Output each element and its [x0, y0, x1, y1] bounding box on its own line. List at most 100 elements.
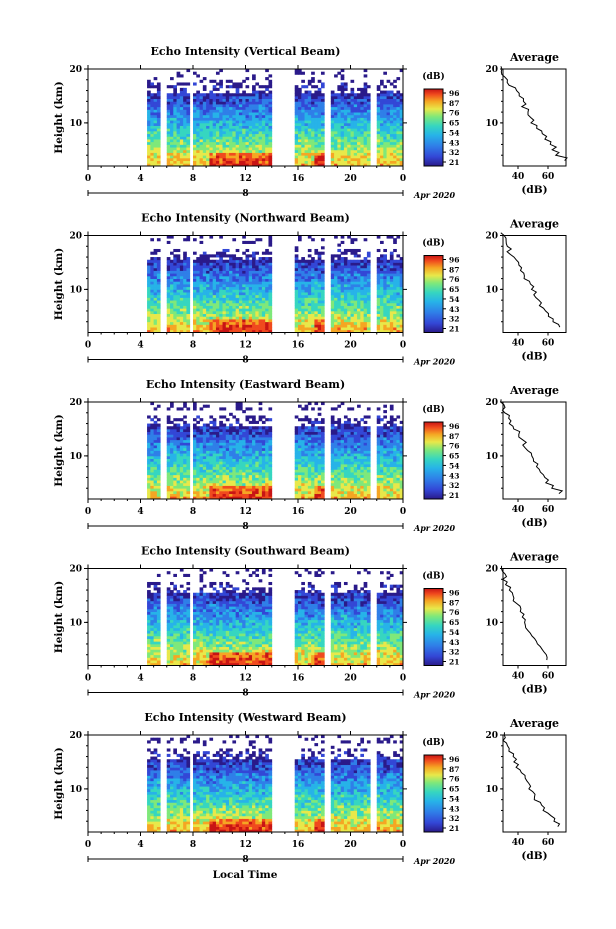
heatmap-cell — [265, 109, 269, 113]
heatmap-cell — [245, 95, 250, 100]
heatmap-cell — [229, 122, 233, 126]
heatmap-cell — [147, 490, 151, 495]
heatmap-cell — [245, 434, 250, 438]
heatmap-cell — [366, 125, 371, 129]
heatmap-cell — [150, 302, 155, 306]
heatmap-cell — [261, 415, 266, 419]
heatmap-cell — [301, 95, 305, 100]
heatmap-cell — [222, 128, 227, 132]
heatmap-cell — [232, 316, 237, 320]
heatmap-cell — [252, 428, 256, 433]
heatmap-cell — [360, 327, 365, 331]
heatmap-cell — [252, 95, 256, 100]
heatmap-cell — [222, 439, 227, 443]
heatmap-cell — [396, 292, 401, 296]
heatmap-cell — [393, 160, 397, 164]
heatmap-cell — [229, 157, 233, 162]
heatmap-cell — [311, 308, 315, 312]
heatmap-cell — [173, 152, 177, 156]
heatmap-cell — [258, 262, 263, 266]
heatmap-cell — [225, 327, 230, 331]
heatmap-cell — [357, 93, 361, 97]
heatmap-cell — [193, 284, 197, 288]
heatmap-cell — [235, 329, 240, 333]
heatmap-cell — [389, 157, 394, 162]
heatmap-cell — [396, 235, 401, 239]
heatmap-cell — [242, 488, 246, 492]
heatmap-cell — [232, 302, 237, 306]
heatmap-cell — [156, 485, 161, 489]
heatmap-cell — [330, 302, 335, 306]
heatmap-cell — [255, 472, 260, 476]
heatmap-cell — [294, 122, 299, 126]
heatmap-cell — [150, 310, 155, 315]
heatmap-cell — [343, 262, 348, 266]
heatmap-cell — [229, 133, 233, 137]
heatmap-cell — [261, 133, 266, 137]
heatmap-cell — [219, 458, 223, 462]
heatmap-cell — [317, 163, 322, 167]
heatmap-cell — [258, 109, 263, 113]
heatmap-cell — [347, 139, 351, 143]
heatmap-cell — [376, 122, 381, 126]
heatmap-cell — [248, 95, 253, 100]
heatmap-cell — [265, 141, 269, 145]
heatmap-cell — [294, 305, 299, 309]
heatmap-cell — [147, 329, 151, 333]
heatmap-cell — [343, 98, 348, 102]
heatmap-cell — [399, 122, 404, 126]
heatmap-cell — [222, 101, 227, 105]
heatmap-cell — [311, 104, 315, 108]
heatmap-cell — [360, 114, 365, 118]
heatmap-cell — [153, 163, 158, 167]
heatmap-cell — [186, 238, 191, 242]
heatmap-cell — [199, 93, 204, 97]
heatmap-cell — [330, 90, 335, 94]
heatmap-cell — [294, 313, 299, 317]
heatmap-cell — [268, 297, 273, 301]
heatmap-cell — [265, 259, 269, 263]
heatmap-cell — [268, 259, 273, 263]
heatmap-cell — [193, 294, 197, 298]
heatmap-cell — [225, 294, 230, 298]
heatmap-cell — [311, 136, 315, 140]
heatmap-cell — [248, 114, 253, 118]
heatmap-cell — [261, 157, 266, 162]
heatmap-cell — [317, 286, 322, 290]
heatmap-cell — [330, 284, 335, 288]
heatmap-cell — [383, 302, 387, 306]
heatmap-cell — [229, 85, 233, 89]
panel-1: Echo Intensity (Northward Beam)2010Heigh… — [53, 212, 567, 367]
heatmap-cell — [150, 319, 155, 323]
heatmap-cell — [307, 316, 312, 320]
heatmap-cell — [380, 292, 384, 296]
heatmap-cell — [386, 160, 391, 164]
heatmap-cell — [153, 139, 158, 143]
heatmap-cell — [196, 149, 200, 153]
heatmap-cell — [301, 300, 305, 304]
heatmap-cell — [186, 431, 191, 435]
heatmap-cell — [150, 144, 155, 148]
heatmap-cell — [252, 275, 256, 280]
heatmap-cell — [222, 251, 227, 255]
heatmap-cell — [235, 275, 240, 280]
heatmap-cell — [183, 139, 187, 143]
heatmap-cell — [337, 101, 342, 105]
heatmap-cell — [199, 327, 204, 331]
heatmap-cell — [320, 155, 325, 159]
heatmap-cell — [265, 281, 269, 285]
heatmap-cell — [176, 297, 181, 301]
heatmap-cell — [212, 300, 217, 304]
heatmap-cell — [229, 324, 233, 328]
heatmap-cell — [255, 270, 260, 274]
heatmap-cell — [353, 95, 358, 100]
heatmap-cell — [179, 114, 184, 118]
heatmap-cell — [255, 488, 260, 492]
heatmap-cell — [238, 128, 243, 132]
heatmap-cell — [261, 434, 266, 438]
heatmap-cell — [147, 472, 151, 476]
heatmap-cell — [176, 426, 181, 430]
heatmap-cell — [317, 319, 322, 323]
heatmap-cell — [330, 294, 335, 298]
heatmap-cell — [357, 87, 361, 91]
